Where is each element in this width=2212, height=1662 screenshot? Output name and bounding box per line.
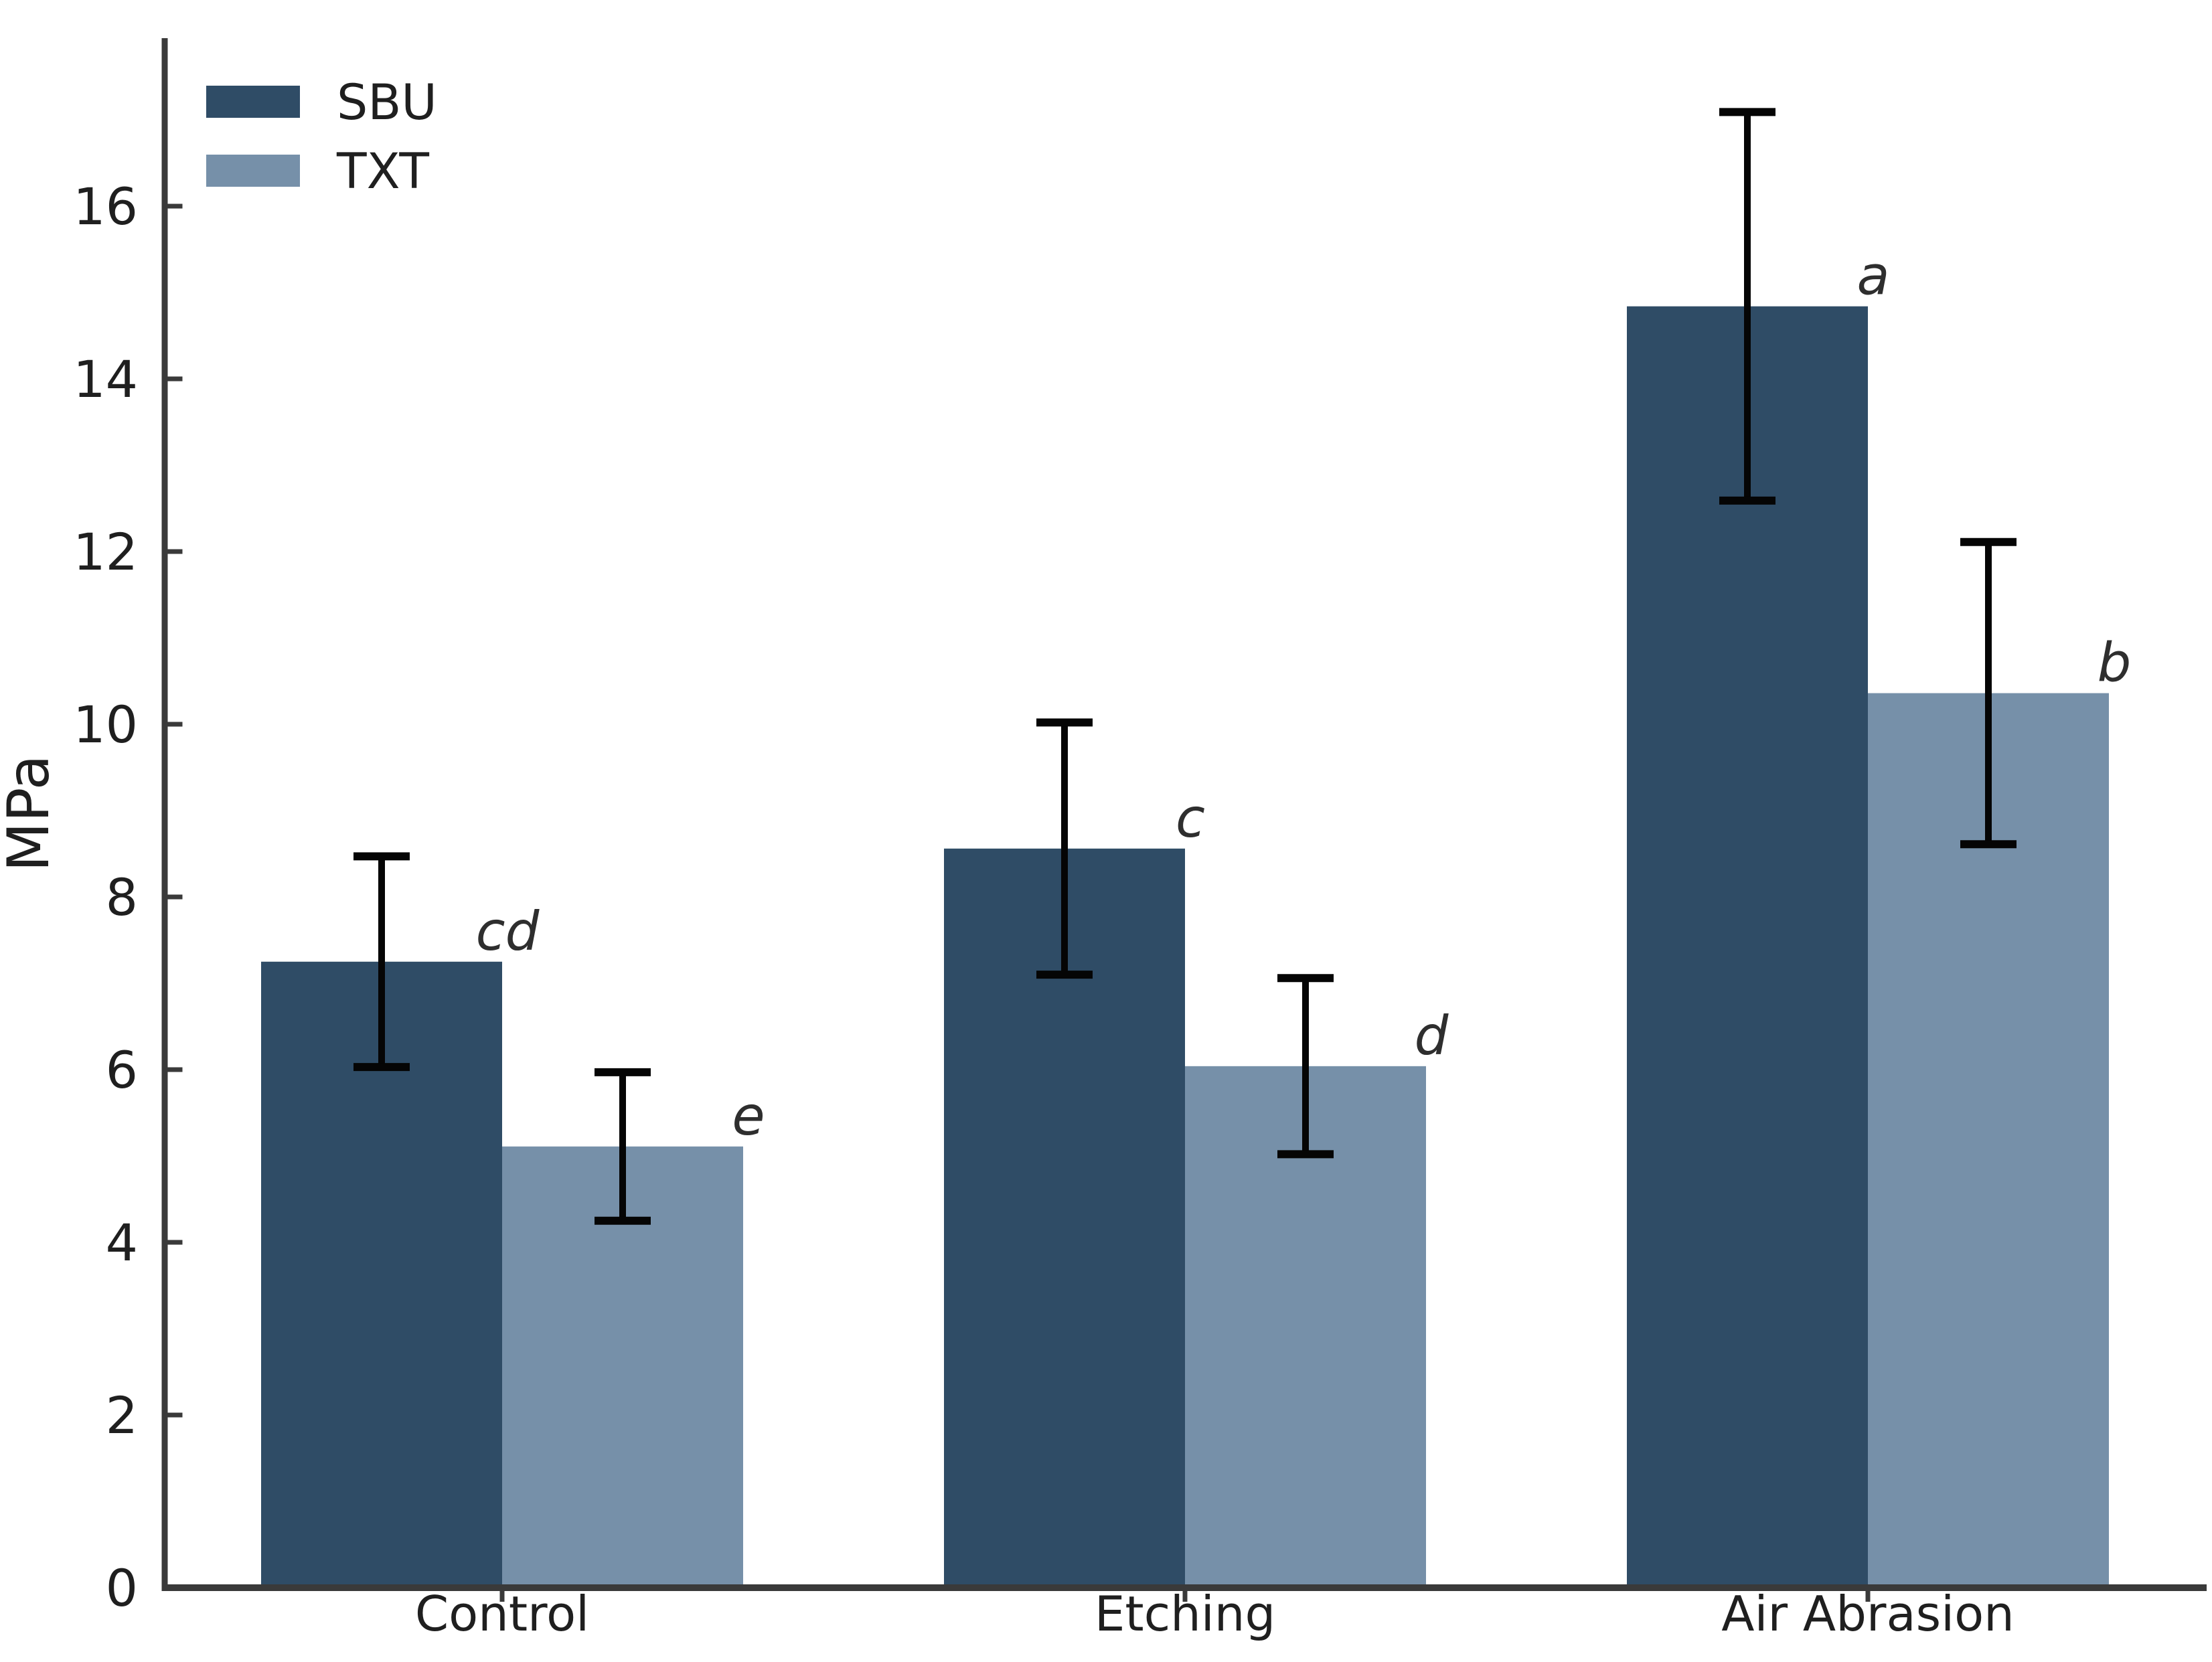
x-category-label-control: Control xyxy=(415,1586,589,1642)
y-tick-label-0: 0 xyxy=(106,1558,138,1618)
y-tick-label-6: 6 xyxy=(106,1040,138,1100)
x-axis-line xyxy=(161,1584,2207,1591)
y-tick-label-12: 12 xyxy=(73,522,138,582)
y-tick-label-14: 14 xyxy=(73,349,138,409)
sig-letter-e: e xyxy=(732,1085,765,1147)
sig-letter-cd: cd xyxy=(476,900,540,963)
legend-label-sbu: SBU xyxy=(337,74,437,131)
y-tick-label-10: 10 xyxy=(73,695,138,754)
legend-swatch-txt xyxy=(206,155,300,187)
bar-air-abrasion-sbu xyxy=(1627,306,1868,1588)
legend-label-txt: TXT xyxy=(336,143,429,200)
legend-swatch-sbu xyxy=(206,86,300,118)
y-tick-label-2: 2 xyxy=(106,1386,138,1445)
y-axis-label: MPa xyxy=(0,755,62,872)
sig-letter-a: a xyxy=(1856,245,1889,307)
x-category-label-etching: Etching xyxy=(1095,1586,1275,1642)
y-tick-label-16: 16 xyxy=(73,177,138,236)
sig-letter-b: b xyxy=(2098,632,2132,694)
sig-letter-d: d xyxy=(1415,1005,1449,1067)
y-axis-spine xyxy=(161,38,168,1591)
sig-letter-c: c xyxy=(1176,787,1205,849)
y-tick-label-4: 4 xyxy=(106,1213,138,1272)
x-category-label-air-abrasion: Air Abrasion xyxy=(1721,1586,2014,1642)
y-tick-label-8: 8 xyxy=(106,867,138,927)
